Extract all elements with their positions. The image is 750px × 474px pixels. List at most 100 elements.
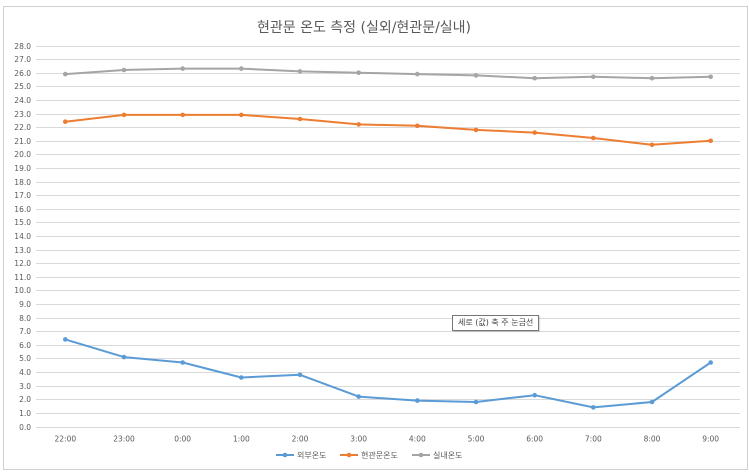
y-tick-label: 0.0 [19, 423, 31, 432]
data-point[interactable] [708, 74, 713, 80]
data-point[interactable] [532, 75, 537, 81]
y-tick-label: 19.0 [14, 164, 31, 173]
y-tick-label: 13.0 [14, 246, 31, 255]
data-point[interactable] [591, 135, 596, 141]
data-point[interactable] [297, 116, 303, 122]
data-point[interactable] [121, 354, 127, 360]
y-tick-label: 22.0 [14, 123, 31, 132]
data-point[interactable] [415, 123, 420, 129]
data-point[interactable] [239, 375, 244, 380]
legend[interactable]: 외부온도 현관문온도 실내온도 [276, 450, 462, 460]
y-tick-label: 14.0 [14, 232, 31, 241]
data-point[interactable] [532, 392, 537, 398]
x-tick-label: 23:00 [113, 435, 135, 444]
data-point[interactable] [180, 112, 185, 118]
data-point[interactable] [356, 70, 362, 75]
legend-item[interactable]: 실내온도 [412, 450, 462, 460]
y-tick-label: 11.0 [14, 273, 31, 282]
data-point[interactable] [63, 119, 68, 124]
data-point[interactable] [649, 75, 655, 81]
data-point[interactable] [180, 66, 185, 71]
series-lines [63, 66, 713, 410]
data-point[interactable] [473, 73, 479, 78]
gridline-tooltip: 세로 (값) 축 주 눈금선 [452, 315, 540, 331]
legend-marker [346, 452, 352, 458]
line-chart[interactable]: 0.0 1.0 2.0 3.0 4.0 5.0 6.0 7.0 8.0 9.0 10.0 11.0 12… [4, 7, 749, 471]
series-1[interactable] [63, 337, 713, 410]
data-point[interactable] [63, 337, 68, 342]
y-tick-label: 7.0 [19, 327, 31, 336]
legend-item[interactable]: 현관문온도 [340, 450, 398, 460]
data-point[interactable] [297, 69, 303, 74]
y-tick-label: 9.0 [19, 300, 31, 309]
x-tick-label: 5:00 [468, 435, 485, 444]
legend-item[interactable]: 외부온도 [276, 450, 326, 460]
y-tick-label: 21.0 [14, 137, 31, 146]
y-tick-label: 10.0 [14, 286, 31, 295]
data-point[interactable] [297, 372, 303, 378]
x-tick-label: 9:00 [702, 435, 719, 444]
legend-marker [418, 452, 424, 458]
y-tick-label: 17.0 [14, 191, 31, 200]
data-point[interactable] [239, 66, 244, 71]
data-point[interactable] [708, 360, 713, 365]
y-tick-label: 6.0 [19, 341, 31, 350]
gridlines [36, 46, 740, 428]
x-tick-label: 3:00 [350, 435, 367, 444]
y-tick-label: 3.0 [19, 382, 31, 391]
x-axis-tick-labels: 22:00 23:00 0:00 1:00 2:00 3:00 4:00 5:00 6:00 7:… [55, 435, 720, 444]
data-point[interactable] [591, 405, 596, 410]
y-tick-label: 15.0 [14, 218, 31, 227]
data-point[interactable] [121, 67, 127, 73]
data-point[interactable] [532, 130, 537, 135]
legend-marker [282, 452, 288, 458]
legend-label: 현관문온도 [361, 450, 398, 460]
y-tick-label: 20.0 [14, 150, 31, 159]
series-2[interactable] [63, 112, 713, 148]
data-point[interactable] [649, 142, 655, 148]
y-tick-label: 25.0 [14, 82, 31, 91]
y-tick-label: 12.0 [14, 259, 31, 268]
data-point[interactable] [415, 71, 420, 77]
data-point[interactable] [356, 122, 362, 127]
chart-title[interactable]: 현관문 온도 측정 (실외/현관문/실내) [257, 20, 471, 36]
series-line[interactable] [64, 113, 712, 146]
y-tick-label: 2.0 [19, 395, 31, 404]
series-line[interactable] [64, 67, 712, 80]
y-tick-label: 4.0 [19, 368, 31, 377]
y-tick-label: 16.0 [14, 205, 31, 214]
data-point[interactable] [708, 138, 713, 144]
series-line[interactable] [64, 338, 712, 409]
data-point[interactable] [356, 394, 362, 399]
legend-label: 실내온도 [433, 450, 462, 460]
data-point[interactable] [121, 112, 127, 118]
y-tick-label: 28.0 [14, 42, 31, 51]
data-point[interactable] [591, 74, 596, 80]
data-point[interactable] [63, 71, 68, 77]
y-tick-label: 5.0 [19, 354, 31, 363]
x-tick-label: 4:00 [409, 435, 426, 444]
x-tick-label: 0:00 [174, 435, 191, 444]
y-tick-label: 24.0 [14, 96, 31, 105]
y-tick-label: 26.0 [14, 69, 31, 78]
series-3[interactable] [63, 66, 713, 81]
data-point[interactable] [180, 360, 185, 365]
x-tick-label: 22:00 [55, 435, 77, 444]
data-point[interactable] [649, 399, 655, 405]
y-tick-label: 23.0 [14, 110, 31, 119]
x-tick-label: 7:00 [585, 435, 602, 444]
data-point[interactable] [473, 399, 479, 405]
x-tick-label: 2:00 [292, 435, 309, 444]
y-tick-label: 18.0 [14, 178, 31, 187]
data-point[interactable] [473, 127, 479, 133]
x-tick-label: 1:00 [233, 435, 250, 444]
x-tick-label: 6:00 [526, 435, 543, 444]
y-axis-tick-labels: 0.0 1.0 2.0 3.0 4.0 5.0 6.0 7.0 8.0 9.0 10.0 11.0 12… [14, 42, 31, 432]
data-point[interactable] [415, 398, 420, 403]
y-tick-label: 1.0 [19, 409, 31, 418]
y-tick-label: 8.0 [19, 314, 31, 323]
chart-area[interactable]: 0.0 1.0 2.0 3.0 4.0 5.0 6.0 7.0 8.0 9.0 10.0 11.0 12… [3, 6, 748, 470]
legend-label: 외부온도 [297, 450, 326, 460]
data-point[interactable] [239, 112, 244, 118]
x-tick-label: 8:00 [644, 435, 661, 444]
